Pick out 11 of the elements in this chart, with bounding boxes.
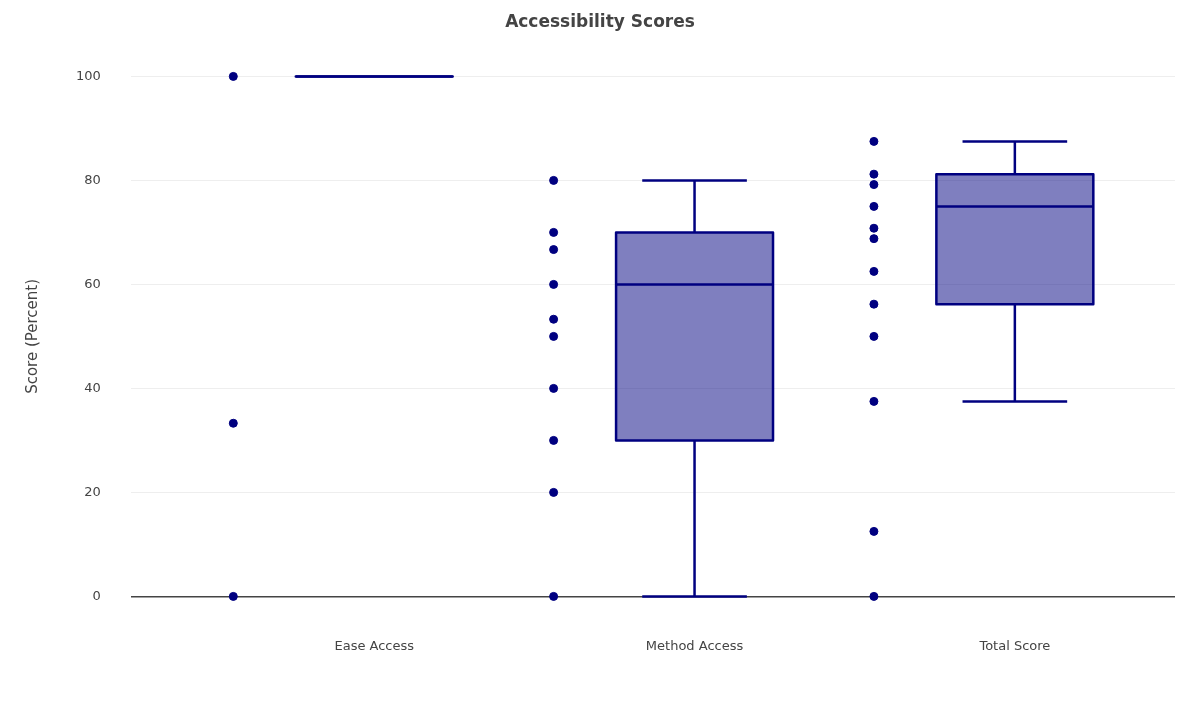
y-axis-title: Score (Percent): [22, 278, 41, 394]
x-tick-label: Total Score: [978, 637, 1051, 653]
y-tick-label: 60: [84, 275, 101, 291]
y-tick-label: 20: [84, 483, 101, 499]
y-tick-label: 40: [84, 379, 101, 395]
y-tick-label: 80: [84, 171, 101, 187]
x-tick-label: Ease Access: [334, 637, 415, 653]
chart-title: Accessibility Scores: [505, 10, 695, 31]
y-tick-label: 0: [92, 587, 101, 603]
x-tick-label: Method Access: [645, 637, 744, 653]
y-tick-label: 100: [75, 67, 101, 83]
